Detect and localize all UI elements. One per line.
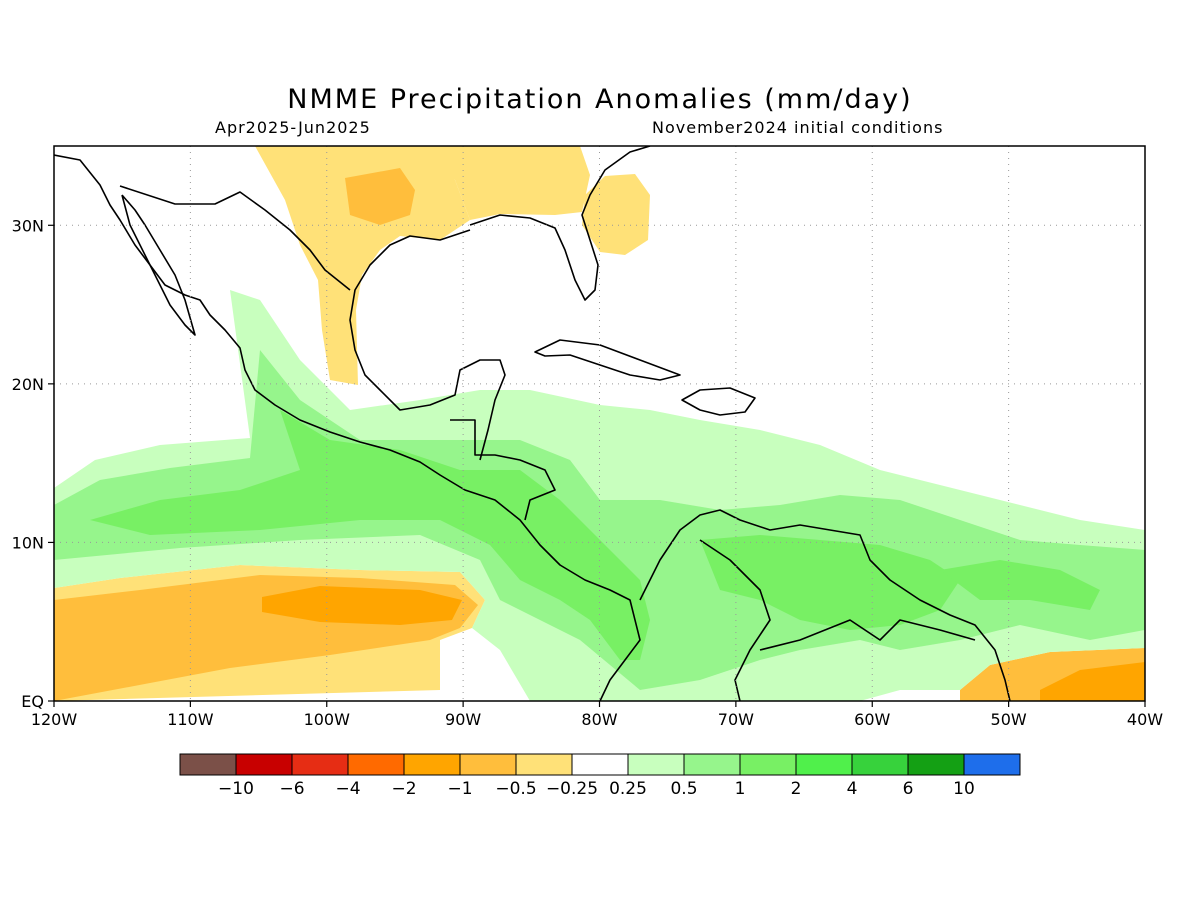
initial-conditions-label: November2024 initial conditions	[652, 118, 944, 137]
dry-region-texas-core	[345, 168, 415, 225]
lon-tick-label: 120W	[31, 710, 78, 729]
colorbar-swatch	[683, 753, 741, 776]
border-venezuela-colombia	[699, 539, 771, 701]
dry-region-southeast-us	[440, 146, 590, 220]
colorbar-swatch	[963, 753, 1021, 776]
lat-tick-label: EQ	[21, 692, 44, 711]
colorbar-swatch	[403, 753, 461, 776]
season-label: Apr2025-Jun2025	[215, 118, 371, 137]
dry-region-texas	[255, 146, 470, 385]
colorbar-label: 0.5	[670, 779, 697, 799]
lon-tick-label: 80W	[581, 710, 617, 729]
colorbar-label: −4	[335, 779, 360, 799]
colorbar-label: 0.25	[609, 779, 647, 799]
border-brazil-north	[759, 619, 976, 651]
coastline-mexico-pacific	[54, 154, 641, 701]
coastline-south-america	[639, 509, 1011, 701]
dry-region-equatorial-atlantic-core	[1040, 662, 1145, 701]
wet-region-atlantic	[940, 560, 1100, 610]
colorbar-label: 2	[791, 779, 802, 799]
colorbar-label: −0.5	[495, 779, 536, 799]
lon-tick-label: 60W	[854, 710, 890, 729]
anomaly-fields	[54, 146, 1145, 701]
coastline-hispaniola	[681, 387, 756, 416]
lon-tick-label: 70W	[718, 710, 754, 729]
axis-labels: 120W 110W 100W 90W 80W 70W 60W 50W 40W 30N 20N 10N E…	[12, 216, 1164, 729]
coastline-florida	[469, 146, 651, 301]
colorbar-label: −1	[447, 779, 472, 799]
colorbar-swatch	[795, 753, 853, 776]
colorbar-swatch	[291, 753, 349, 776]
colorbar-label: 1	[735, 779, 746, 799]
colorbar-label: −2	[391, 779, 416, 799]
lat-tick-label: 20N	[12, 375, 44, 394]
colorbar-swatch	[179, 753, 237, 776]
colorbar-label: −10	[218, 779, 254, 799]
wet-region-south-america	[700, 535, 960, 630]
colorbar-swatch	[571, 753, 629, 776]
border-central-america	[450, 419, 556, 521]
lon-tick-label: 90W	[445, 710, 481, 729]
coastline-baja	[121, 194, 196, 336]
dry-region-atlantic	[582, 174, 650, 255]
colorbar-swatch	[459, 753, 517, 776]
colorbar-swatch	[739, 753, 797, 776]
colorbar-label: −0.25	[546, 779, 598, 799]
border-us-mexico	[119, 185, 351, 291]
colorbar-swatch	[907, 753, 965, 776]
lon-tick-label: 50W	[991, 710, 1027, 729]
colorbar-label: 6	[903, 779, 914, 799]
lat-tick-label: 10N	[12, 533, 44, 552]
colorbar-label: −6	[279, 779, 304, 799]
colorbar-swatch	[235, 753, 293, 776]
lon-tick-label: 100W	[304, 710, 351, 729]
dry-region-pacific-core	[262, 586, 462, 625]
lat-tick-label: 30N	[12, 216, 44, 235]
coastlines	[54, 146, 1011, 701]
lon-tick-label: 110W	[167, 710, 214, 729]
lon-tick-label: 40W	[1127, 710, 1163, 729]
colorbar-swatch	[515, 753, 573, 776]
chart-title: NMME Precipitation Anomalies (mm/day)	[287, 84, 913, 115]
coastline-cuba	[534, 339, 681, 381]
colorbar-swatch	[347, 753, 405, 776]
coastline-gulf-of-mexico	[349, 229, 506, 461]
colorbar-label: 10	[953, 779, 975, 799]
gridlines	[54, 146, 1145, 701]
colorbar-swatch	[627, 753, 685, 776]
colorbar-label: 4	[847, 779, 858, 799]
wet-region-core	[90, 410, 650, 660]
colorbar-swatch	[851, 753, 909, 776]
colorbar: −10 −6 −4 −2 −1 −0.5 −0.25 0.25 0.5 1 2 4 6 10	[179, 753, 1021, 799]
